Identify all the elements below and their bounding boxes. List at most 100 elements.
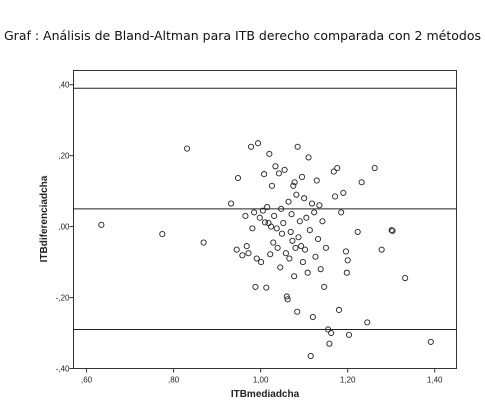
data-point (261, 171, 268, 178)
data-point (271, 212, 278, 220)
data-point (290, 182, 297, 189)
data-point (294, 143, 301, 150)
data-point (309, 314, 316, 321)
x-tick-label: 1,00 (253, 376, 269, 385)
data-point (286, 255, 293, 262)
data-point (283, 293, 290, 300)
y-tick-label: ,20 (58, 152, 70, 161)
data-point (291, 179, 298, 186)
data-point (307, 353, 314, 360)
data-point (335, 306, 343, 314)
data-point (266, 150, 273, 157)
data-point (292, 244, 299, 251)
data-point (259, 207, 266, 214)
data-point (256, 214, 263, 221)
data-point (253, 255, 260, 262)
data-point (268, 223, 275, 230)
data-point (304, 269, 311, 276)
data-point (344, 257, 351, 264)
data-point (252, 283, 259, 290)
data-point (305, 154, 312, 161)
data-point (282, 250, 289, 257)
data-point (313, 177, 320, 184)
data-point (330, 168, 337, 175)
data-point (200, 239, 207, 246)
data-point (402, 274, 409, 282)
chart-title: Graf : Análisis de Bland-Altman para ITB… (4, 28, 481, 43)
data-point (254, 140, 262, 147)
data-point (296, 218, 303, 225)
data-point (322, 244, 329, 251)
data-point (301, 246, 309, 253)
data-point (267, 251, 274, 258)
y-tick-label: ,40 (58, 81, 70, 90)
data-point (299, 259, 306, 266)
data-point (301, 195, 308, 202)
data-point (274, 244, 281, 251)
data-point (317, 266, 324, 273)
x-axis-label: ITBmediadcha (231, 389, 300, 400)
data-point (427, 338, 434, 345)
data-point (325, 326, 332, 333)
data-point (284, 296, 291, 303)
y-tick-label: ,00 (58, 223, 70, 232)
data-point (278, 230, 286, 237)
data-point (342, 248, 350, 255)
data-point (289, 237, 296, 244)
data-points (98, 140, 434, 360)
x-axis-ticks: ,60 ,80 1,00 1,20 1,40 (81, 368, 443, 385)
data-point (332, 193, 339, 200)
data-point (245, 250, 252, 257)
data-point (184, 145, 191, 152)
data-point (364, 319, 371, 326)
data-point (251, 209, 258, 216)
data-point (345, 331, 353, 338)
y-axis-label: ITBdiferenciadcha (39, 175, 50, 262)
data-point (243, 243, 250, 250)
data-point (249, 225, 256, 232)
data-point (270, 239, 277, 246)
x-tick-label: 1,40 (427, 376, 443, 385)
data-point (239, 252, 246, 259)
data-point (389, 227, 396, 234)
data-point (285, 198, 292, 205)
data-point (303, 214, 310, 221)
data-point (272, 163, 279, 170)
y-tick-label: -,20 (56, 294, 70, 303)
data-point (326, 340, 333, 347)
data-point (334, 165, 341, 172)
data-point (315, 235, 322, 243)
x-tick-label: ,80 (168, 376, 180, 385)
data-point (293, 191, 300, 198)
data-point (291, 273, 298, 280)
data-point (308, 200, 316, 207)
data-point (228, 200, 235, 207)
data-point (263, 284, 270, 291)
data-point (98, 221, 105, 228)
y-axis-ticks: -,40 -,20 ,00 ,20 ,40 (56, 81, 74, 374)
data-point (248, 143, 255, 150)
data-point (261, 219, 269, 226)
data-point (288, 211, 295, 218)
data-point (277, 264, 284, 271)
data-point (371, 165, 378, 172)
data-point (258, 259, 265, 266)
data-point (312, 253, 319, 260)
data-point (294, 308, 301, 315)
data-point (264, 204, 271, 211)
data-point (281, 166, 288, 173)
data-point (298, 243, 305, 250)
data-point (340, 189, 347, 196)
data-point (378, 246, 385, 253)
data-point (321, 283, 328, 290)
data-point (275, 170, 282, 177)
data-point (280, 219, 287, 227)
x-tick-label: 1,20 (340, 376, 356, 385)
data-point (316, 202, 323, 209)
data-point (268, 182, 276, 189)
data-point (287, 228, 294, 235)
data-point (242, 212, 249, 220)
data-point (306, 227, 313, 234)
data-point (234, 174, 242, 182)
